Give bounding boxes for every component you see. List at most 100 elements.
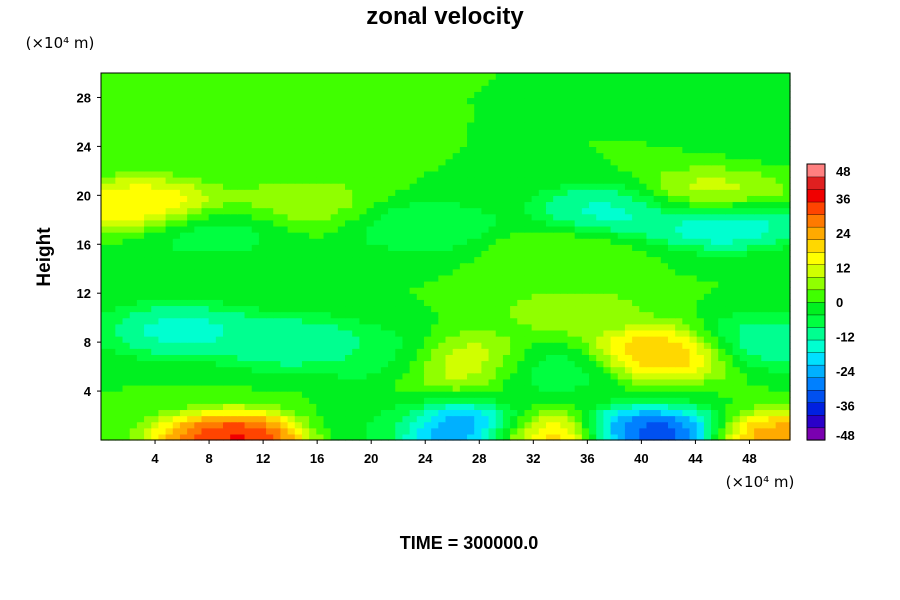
heatmap-cell	[230, 225, 238, 233]
heatmap-cell	[179, 158, 188, 166]
heatmap-cell	[689, 305, 698, 313]
heatmap-cell	[366, 232, 375, 239]
heatmap-cell	[718, 317, 727, 325]
heatmap-cell	[316, 213, 325, 221]
heatmap-cell	[108, 225, 116, 233]
heatmap-cell	[467, 213, 475, 221]
heatmap-cell	[531, 317, 540, 325]
heatmap-cell	[215, 384, 224, 392]
heatmap-cell	[395, 329, 404, 337]
heatmap-cell	[115, 146, 124, 154]
heatmap-cell	[244, 183, 253, 190]
heatmap-cell	[775, 201, 784, 209]
heatmap-cell	[366, 195, 375, 203]
heatmap-cell	[323, 323, 332, 331]
heatmap-cell	[474, 366, 482, 374]
heatmap-cell	[739, 305, 748, 313]
heatmap-cell	[596, 219, 604, 227]
heatmap-cell	[517, 287, 526, 294]
heatmap-cell	[667, 329, 676, 337]
heatmap-cell	[352, 158, 360, 166]
heatmap-cell	[732, 128, 741, 135]
heatmap-cell	[352, 433, 360, 441]
heatmap-cell	[323, 348, 332, 355]
heatmap-cell	[402, 121, 411, 129]
heatmap-cell	[244, 152, 253, 160]
heatmap-cell	[711, 287, 719, 294]
heatmap-cell	[179, 250, 188, 258]
heatmap-cell	[474, 238, 482, 245]
heatmap-cell	[553, 183, 561, 190]
heatmap-cell	[438, 323, 447, 331]
heatmap-cell	[553, 336, 561, 343]
heatmap-cell	[574, 391, 583, 398]
heatmap-cell	[108, 305, 116, 313]
heatmap-cell	[423, 219, 432, 227]
heatmap-cell	[646, 128, 655, 135]
heatmap-cell	[768, 176, 777, 184]
heatmap-cell	[660, 280, 669, 288]
heatmap-cell	[337, 360, 346, 368]
heatmap-cell	[215, 329, 224, 337]
heatmap-cell	[380, 176, 389, 184]
heatmap-cell	[151, 366, 160, 374]
heatmap-cell	[739, 427, 748, 435]
heatmap-cell	[337, 256, 346, 264]
heatmap-cell	[223, 342, 231, 349]
heatmap-cell	[373, 158, 382, 166]
heatmap-cell	[775, 207, 784, 215]
heatmap-cell	[711, 384, 719, 392]
heatmap-cell	[545, 397, 554, 404]
heatmap-cell	[524, 140, 533, 147]
heatmap-cell	[732, 354, 741, 362]
heatmap-cell	[567, 225, 576, 233]
heatmap-cell	[732, 293, 741, 300]
heatmap-cell	[380, 372, 389, 380]
heatmap-cell	[266, 219, 274, 227]
heatmap-cell	[739, 397, 748, 404]
heatmap-cell	[201, 427, 210, 435]
heatmap-cell	[545, 189, 554, 196]
heatmap-cell	[617, 427, 626, 435]
heatmap-cell	[309, 336, 317, 343]
heatmap-cell	[452, 164, 461, 172]
heatmap-cell	[531, 213, 540, 221]
heatmap-cell	[624, 250, 633, 258]
heatmap-cell	[617, 323, 626, 331]
heatmap-cell	[208, 232, 217, 239]
heatmap-cell	[352, 128, 360, 135]
heatmap-cell	[538, 391, 547, 398]
heatmap-cell	[711, 391, 719, 398]
heatmap-cell	[560, 342, 569, 349]
heatmap-cell	[603, 360, 612, 368]
heatmap-cell	[646, 274, 655, 282]
heatmap-cell	[531, 268, 540, 276]
heatmap-cell	[108, 268, 116, 276]
heatmap-cell	[179, 280, 188, 288]
heatmap-cell	[502, 421, 511, 429]
heatmap-cell	[388, 121, 396, 129]
heatmap-cell	[115, 189, 124, 196]
heatmap-cell	[388, 311, 396, 319]
heatmap-cell	[711, 256, 719, 264]
heatmap-cell	[179, 140, 188, 147]
heatmap-cell	[266, 268, 274, 276]
heatmap-cell	[510, 427, 518, 435]
heatmap-cell	[754, 170, 762, 178]
heatmap-cell	[675, 183, 683, 190]
heatmap-cell	[510, 323, 518, 331]
heatmap-cell	[165, 225, 174, 233]
heatmap-cell	[746, 421, 755, 429]
heatmap-cell	[366, 287, 375, 294]
heatmap-cell	[352, 164, 360, 172]
heatmap-cell	[294, 158, 303, 166]
heatmap-cell	[553, 195, 561, 203]
heatmap-cell	[258, 152, 267, 160]
heatmap-cell	[682, 342, 691, 349]
heatmap-cell	[330, 170, 339, 178]
heatmap-cell	[215, 268, 224, 276]
heatmap-cell	[675, 140, 683, 147]
heatmap-cell	[431, 225, 439, 233]
heatmap-cell	[696, 372, 705, 380]
heatmap-cell	[696, 189, 705, 196]
